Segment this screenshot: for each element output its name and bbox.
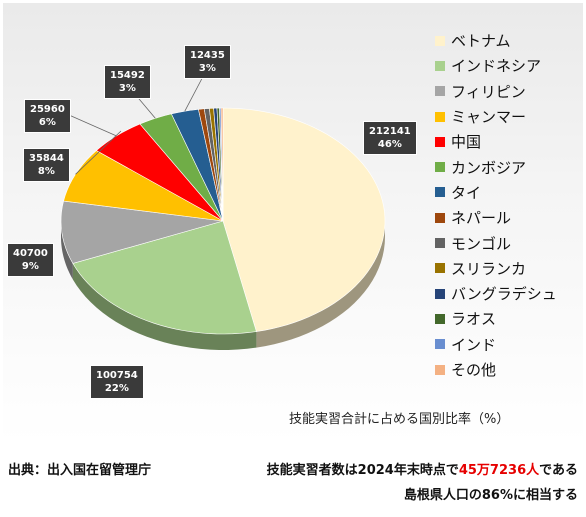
legend-swatch bbox=[435, 238, 445, 249]
legend-label: インド bbox=[451, 335, 497, 354]
legend-label: モンゴル bbox=[451, 234, 512, 253]
legend-label: ネパール bbox=[451, 209, 512, 228]
slice-side-2 bbox=[61, 221, 73, 280]
legend-item-インドネシア: インドネシア bbox=[435, 53, 575, 78]
legend-swatch bbox=[435, 136, 445, 147]
slice-その他 bbox=[220, 107, 224, 222]
legend-item-フィリピン: フィリピン bbox=[435, 79, 575, 104]
leader-line-3 bbox=[75, 130, 122, 175]
legend-item-インド: インド bbox=[435, 332, 575, 357]
legend-swatch bbox=[435, 35, 445, 46]
legend-swatch bbox=[435, 187, 445, 198]
legend-label: カンボジア bbox=[451, 158, 527, 177]
legend-label: タイ bbox=[451, 183, 482, 202]
legend-label: スリランカ bbox=[451, 259, 527, 278]
legend-item-タイ: タイ bbox=[435, 180, 575, 205]
legend-item-その他: その他 bbox=[435, 357, 575, 382]
leader-line-4 bbox=[68, 114, 117, 137]
legend-item-ベトナム: ベトナム bbox=[435, 28, 575, 53]
data-label-myanmar: 35844 8% bbox=[23, 148, 70, 182]
data-label-cambodia: 15492 3% bbox=[104, 65, 151, 99]
legend-swatch bbox=[435, 60, 445, 71]
legend-swatch bbox=[435, 364, 445, 375]
legend-label: ベトナム bbox=[451, 32, 511, 51]
legend-item-バングラデシュ: バングラデシュ bbox=[435, 281, 575, 306]
pie-chart bbox=[60, 66, 386, 350]
data-label-philippines: 40700 9% bbox=[7, 243, 54, 277]
legend-item-ラオス: ラオス bbox=[435, 306, 575, 331]
legend-label: その他 bbox=[451, 361, 497, 379]
chart-panel: ベトナムインドネシア フィリピンミャンマー中国カンボジアタイネパールモンゴルスリラ… bbox=[3, 3, 583, 443]
slice-ミャンマー bbox=[63, 150, 224, 222]
legend-swatch bbox=[435, 212, 445, 223]
data-label-thailand: 12435 3% bbox=[184, 45, 231, 79]
legend-label: フィリピン bbox=[451, 82, 526, 101]
data-label-indonesia: 100754 22% bbox=[90, 365, 144, 399]
highlight-total: 45万7236人 bbox=[458, 463, 540, 478]
legend-item-カンボジア: カンボジア bbox=[435, 154, 575, 179]
source-citation: 出典：出入国在留管理庁 bbox=[8, 463, 152, 478]
slice-インドネシア bbox=[72, 220, 257, 335]
legend-swatch bbox=[435, 263, 445, 274]
legend-item-ネパール: ネパール bbox=[435, 205, 575, 230]
slice-side-1 bbox=[72, 263, 257, 350]
data-label-china: 25960 6% bbox=[24, 99, 71, 133]
legend-label: ミャンマー bbox=[451, 108, 527, 127]
legend-label: インドネシア bbox=[451, 57, 542, 76]
note-line-2: 島根県人口の86%に相当する bbox=[403, 488, 578, 503]
note-line-1: 技能実習者数は2024年末時点で45万7236人である bbox=[266, 463, 578, 478]
legend-swatch bbox=[435, 313, 445, 324]
slice-ベトナム bbox=[222, 107, 386, 332]
slice-カンボジア bbox=[139, 113, 224, 222]
legend-swatch bbox=[435, 111, 445, 122]
data-label-vietnam: 212141 46% bbox=[363, 121, 417, 155]
legend-item-中国: 中国 bbox=[435, 129, 575, 154]
footer: 出典：出入国在留管理庁 技能実習者数は2024年末時点で45万7236人である … bbox=[0, 446, 586, 517]
legend-label: 中国 bbox=[451, 133, 482, 152]
chart-title: 技能実習合計に占める国別比率（%） bbox=[289, 412, 510, 427]
legend-label: ラオス bbox=[451, 310, 497, 329]
legend-swatch bbox=[435, 288, 445, 299]
legend-item-モンゴル: モンゴル bbox=[435, 230, 575, 255]
legend-swatch bbox=[435, 86, 445, 97]
legend-label: バングラデシュ bbox=[451, 285, 557, 304]
legend-item-スリランカ: スリランカ bbox=[435, 256, 575, 281]
legend-swatch bbox=[435, 339, 445, 350]
slice-フィリピン bbox=[60, 200, 224, 264]
slice-side-0 bbox=[256, 221, 385, 348]
legend-item-ミャンマー: ミャンマー bbox=[435, 104, 575, 129]
legend-swatch bbox=[435, 162, 445, 173]
legend: ベトナムインドネシア フィリピンミャンマー中国カンボジアタイネパールモンゴルスリラ… bbox=[435, 28, 575, 382]
